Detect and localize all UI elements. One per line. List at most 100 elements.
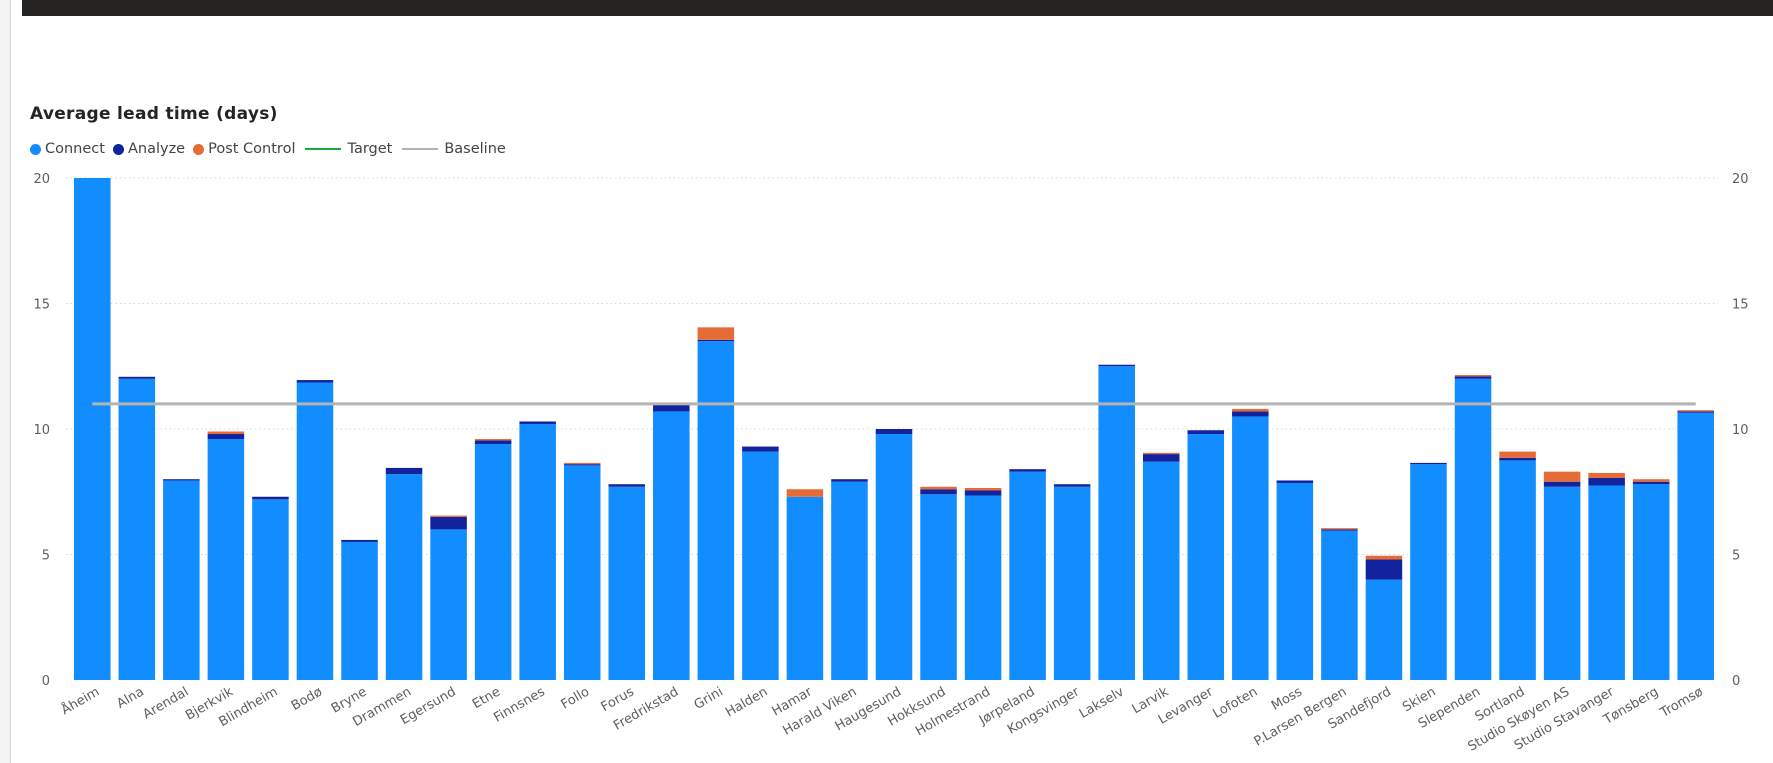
bar-analyze — [1410, 462, 1447, 465]
bar-connect — [430, 529, 467, 680]
legend-label-connect: Connect — [45, 141, 105, 157]
bar-analyze — [207, 434, 245, 440]
legend-swatch-post-control — [193, 143, 205, 155]
bar-analyze — [831, 479, 868, 482]
bar-connect — [1142, 461, 1180, 680]
bar-connect — [519, 423, 556, 680]
x-tick-label: Åheim — [58, 684, 102, 719]
bar-connect — [1232, 416, 1269, 680]
bar-analyze — [1009, 469, 1046, 472]
bar-analyze — [430, 516, 467, 530]
bar-connect — [74, 178, 111, 680]
bar-analyze — [519, 421, 556, 424]
y-tick-label-left: 15 — [33, 298, 50, 313]
bar-analyze — [1232, 411, 1269, 417]
bar-connect — [1454, 378, 1492, 680]
bar-connect — [1187, 434, 1225, 680]
y-tick-label-right: 0 — [1732, 674, 1740, 689]
x-tick-label: Arendal — [141, 684, 192, 722]
y-tick-label-left: 0 — [42, 674, 50, 689]
bar-analyze — [1053, 484, 1091, 487]
bar-post-control — [563, 462, 601, 465]
bar-analyze — [1588, 477, 1625, 486]
bar-analyze — [252, 496, 289, 500]
bar-connect — [341, 541, 378, 680]
x-tick-label: Tromsø — [1657, 684, 1706, 721]
bar-analyze — [1677, 411, 1714, 413]
bar-analyze — [296, 380, 334, 383]
bar-analyze — [163, 479, 200, 481]
bar-connect — [1098, 366, 1135, 680]
bar-post-control — [920, 486, 957, 490]
legend-swatch-baseline — [402, 148, 439, 150]
x-tick-label: Follo — [559, 684, 593, 712]
bar-post-control — [1677, 410, 1714, 412]
bar-connect — [1499, 460, 1536, 680]
bar-connect — [786, 496, 824, 680]
bar-connect — [207, 439, 245, 680]
x-tick-label: Halden — [723, 684, 770, 720]
bar-post-control — [1321, 528, 1358, 530]
legend-swatch-target — [305, 148, 342, 150]
bar-analyze — [653, 403, 690, 412]
bar-analyze — [697, 339, 735, 342]
bar-connect — [875, 434, 913, 680]
x-tick-label: Bodø — [289, 684, 325, 714]
bar-post-control — [1632, 479, 1670, 482]
bar-connect — [1009, 471, 1046, 680]
x-tick-label: Finnsnes — [491, 684, 548, 725]
top-banner — [22, 0, 1773, 16]
legend-item-target[interactable]: Target — [303, 141, 392, 157]
bar-analyze — [1365, 559, 1403, 580]
x-tick-label: Lofoten — [1211, 684, 1261, 721]
bar-analyze — [1632, 481, 1670, 485]
bar-connect — [163, 480, 200, 680]
bar-analyze — [1276, 480, 1314, 483]
bar-post-control — [1142, 452, 1180, 455]
bar-connect — [1276, 482, 1314, 680]
bar-post-control — [207, 431, 245, 435]
bar-connect — [920, 494, 957, 680]
bar-analyze — [608, 484, 646, 487]
x-tick-label: Grini — [692, 684, 726, 712]
bar-connect — [1588, 485, 1625, 680]
y-tick-label-right: 5 — [1732, 549, 1740, 564]
y-tick-label-right: 10 — [1732, 423, 1749, 438]
bar-post-control — [1588, 472, 1625, 478]
bar-analyze — [1321, 529, 1358, 531]
bar-connect — [1632, 484, 1670, 680]
bar-analyze — [742, 446, 779, 452]
bar-connect — [653, 411, 690, 680]
bar-post-control — [1365, 555, 1403, 560]
y-tick-label-left: 20 — [33, 172, 50, 187]
bar-analyze — [118, 376, 156, 379]
bar-post-control — [964, 487, 1002, 491]
legend-item-post-control[interactable]: Post Control — [193, 141, 295, 157]
bar-connect — [1410, 464, 1447, 680]
legend-label-target: Target — [347, 141, 393, 157]
bar-analyze — [875, 429, 913, 435]
bar-analyze — [385, 467, 423, 475]
legend-swatch-connect — [30, 143, 41, 155]
bar-connect — [831, 481, 868, 680]
y-tick-label-right: 20 — [1732, 172, 1749, 187]
chart-title: Average lead time (days) — [30, 104, 278, 124]
bar-connect — [118, 378, 156, 680]
legend-item-baseline[interactable]: Baseline — [400, 141, 506, 157]
bar-analyze — [1187, 430, 1225, 435]
legend-item-connect[interactable]: Connect — [30, 141, 105, 157]
bar-connect — [296, 382, 334, 680]
bar-analyze — [1454, 376, 1492, 379]
legend-item-analyze[interactable]: Analyze — [112, 141, 185, 157]
bar-connect — [1321, 530, 1358, 680]
legend-label-post-control: Post Control — [208, 141, 296, 157]
legend-label-baseline: Baseline — [444, 141, 506, 157]
bar-connect — [1365, 579, 1403, 680]
bar-post-control — [1454, 375, 1492, 377]
bar-connect — [252, 499, 289, 680]
bar-connect — [742, 451, 779, 680]
bar-analyze — [563, 464, 601, 466]
bar-post-control — [474, 439, 512, 441]
bar-analyze — [920, 489, 957, 495]
